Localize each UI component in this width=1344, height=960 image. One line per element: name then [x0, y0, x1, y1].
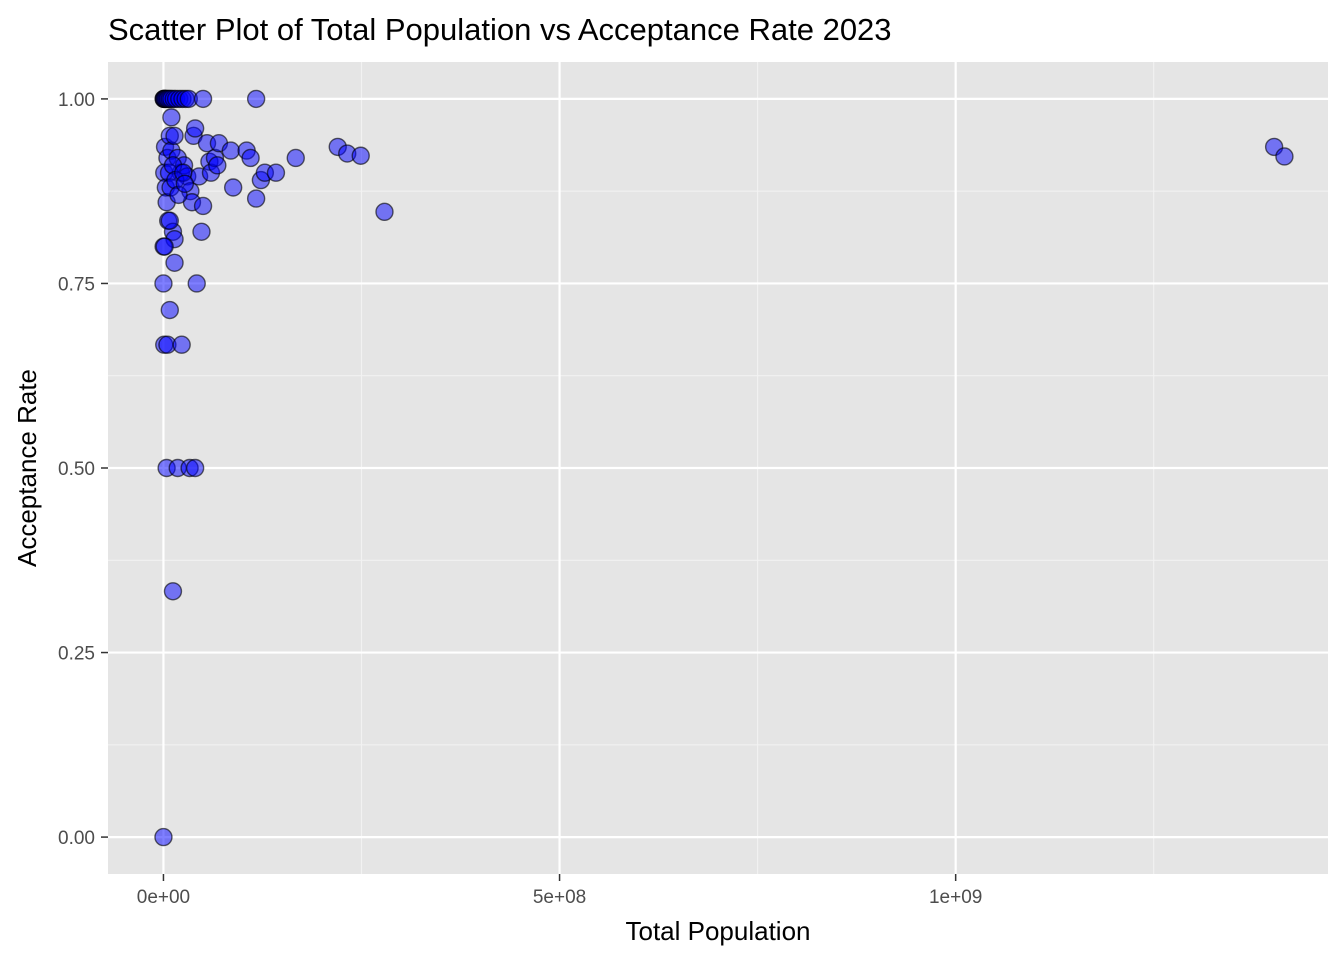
data-point — [163, 582, 183, 601]
data-point — [375, 202, 394, 222]
y-tick-label: 0.00 — [58, 828, 95, 849]
y-tick-label: 1.00 — [58, 90, 95, 111]
data-point — [193, 89, 213, 109]
data-point — [1275, 147, 1294, 166]
x-axis-title: Total Population — [625, 916, 810, 946]
data-point — [221, 141, 240, 160]
y-tick-label: 0.75 — [58, 274, 95, 295]
data-point — [172, 335, 191, 354]
data-point — [175, 174, 195, 194]
data-point — [193, 196, 213, 216]
data-point — [266, 163, 286, 182]
x-tick-label: 0e+00 — [137, 887, 190, 908]
data-point — [187, 274, 206, 293]
data-point — [246, 189, 266, 208]
data-point — [192, 222, 211, 241]
y-tick-label: 0.25 — [58, 644, 95, 665]
data-point — [165, 126, 184, 146]
y-axis-title: Acceptance Rate — [12, 369, 42, 567]
data-point — [185, 458, 205, 478]
data-point — [241, 148, 260, 168]
data-point — [160, 300, 179, 320]
data-point — [223, 178, 243, 197]
x-tick-label: 1e+09 — [929, 887, 982, 908]
data-point — [185, 119, 205, 138]
data-point — [162, 108, 181, 127]
data-point — [165, 253, 184, 272]
data-point — [351, 146, 370, 165]
data-point — [208, 156, 227, 175]
chart-title: Scatter Plot of Total Population vs Acce… — [108, 12, 892, 47]
data-points — [154, 89, 1294, 847]
x-axis-ticks: 0e+00 5e+08 1e+09 — [137, 874, 982, 908]
data-point — [154, 827, 173, 847]
y-axis-ticks: 0.00 0.25 0.50 0.75 1.00 — [58, 90, 108, 849]
data-point — [160, 211, 179, 230]
data-point — [154, 274, 173, 293]
data-point — [246, 89, 266, 109]
x-tick-label: 5e+08 — [533, 887, 586, 908]
y-tick-label: 0.50 — [58, 459, 95, 480]
data-point — [155, 237, 174, 256]
data-point — [286, 148, 305, 168]
